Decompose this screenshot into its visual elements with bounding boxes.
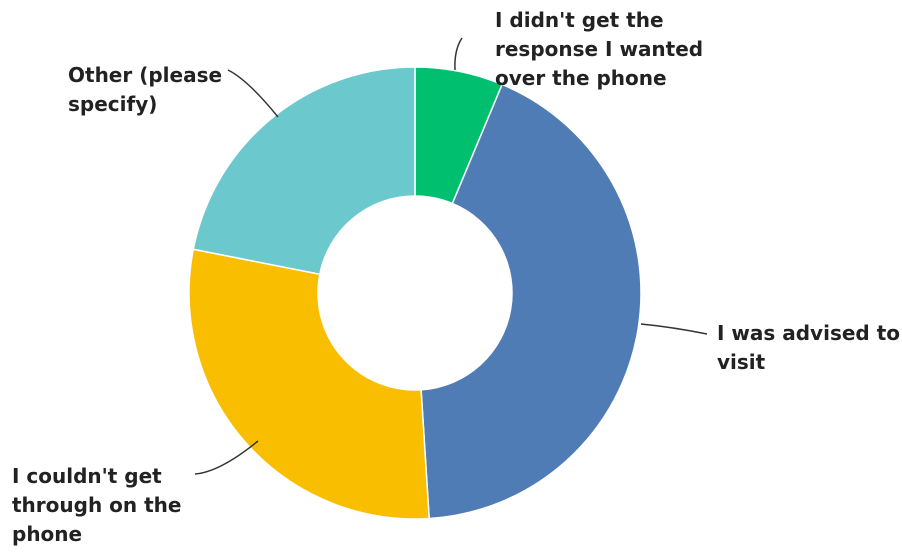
slice-label-line: I didn't get the bbox=[495, 8, 664, 32]
slice-label-line: I was advised to bbox=[717, 321, 900, 345]
slice-label-line: response I wanted bbox=[495, 37, 703, 61]
leader-lines bbox=[194, 37, 708, 475]
leader-line bbox=[194, 440, 259, 475]
donut-slice bbox=[420, 83, 642, 520]
slice-label-line: visit bbox=[717, 350, 766, 374]
donut-slice bbox=[192, 66, 416, 276]
donut-slices bbox=[188, 66, 642, 520]
leader-line bbox=[454, 37, 463, 71]
slice-label: I didn't get the response I wanted over th… bbox=[495, 8, 703, 90]
leader-line bbox=[640, 323, 708, 335]
slice-label: I couldn't get through on the phone bbox=[12, 464, 181, 546]
slice-label: Other (please specify) bbox=[68, 63, 222, 116]
slice-label: I was advised to visit bbox=[717, 321, 900, 374]
slice-label-line: specify) bbox=[68, 92, 157, 116]
leader-line bbox=[227, 69, 279, 118]
slice-label-line: Other (please bbox=[68, 63, 222, 87]
slice-label-line: through on the bbox=[12, 493, 181, 517]
slice-labels: I didn't get the response I wanted over th… bbox=[12, 8, 900, 546]
slice-label-line: I couldn't get bbox=[12, 464, 162, 488]
slice-label-line: over the phone bbox=[495, 66, 667, 90]
slice-label-line: phone bbox=[12, 522, 82, 546]
donut-slice bbox=[188, 248, 430, 520]
